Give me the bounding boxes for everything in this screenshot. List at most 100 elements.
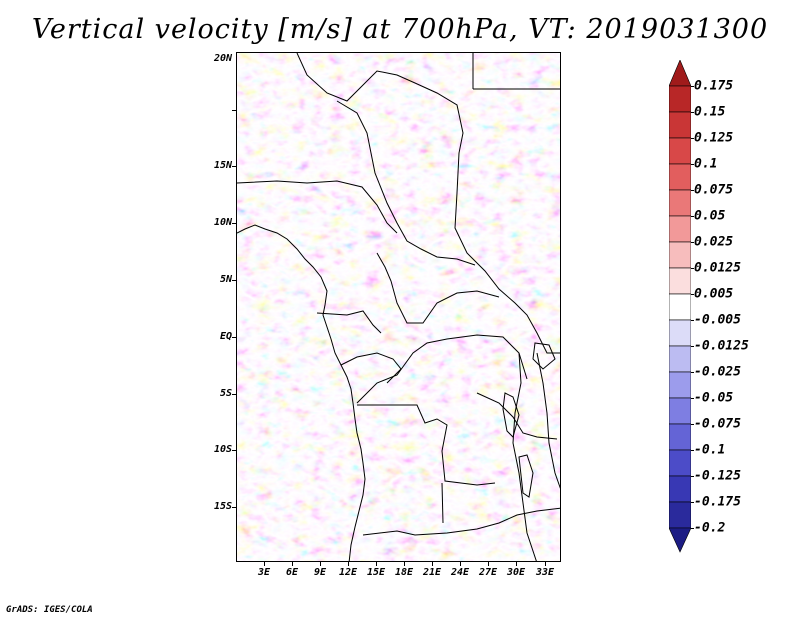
colorbar-label: -0.1 — [694, 442, 726, 458]
lat-tick — [232, 166, 236, 167]
longitude-label: 27E — [478, 567, 498, 578]
colorbar-label: -0.05 — [694, 390, 734, 406]
colorbar-segment — [669, 85, 691, 113]
colorbar-label: 0.125 — [694, 130, 734, 146]
grads-credit: GrADS: IGES/COLA — [6, 605, 93, 615]
colorbar — [669, 60, 691, 553]
colorbar-segment — [669, 501, 691, 529]
longitude-label: 15E — [366, 567, 386, 578]
west-africa-coastline — [237, 224, 366, 561]
longitude-label: 9E — [313, 567, 327, 578]
colorbar-segment — [669, 397, 691, 425]
lon-tick — [348, 562, 349, 566]
colorbar-segment — [669, 215, 691, 243]
colorbar-arrow-top — [669, 60, 691, 87]
longitude-label: 3E — [257, 567, 271, 578]
lon-tick — [545, 562, 546, 566]
colorbar-tick — [691, 346, 694, 347]
longitude-label: 30E — [506, 567, 526, 578]
latitude-label: 20N — [213, 53, 232, 64]
colorbar-tick — [691, 450, 694, 451]
latitude-label: 15N — [213, 160, 232, 171]
colorbar-tick — [691, 86, 694, 87]
colorbar-segment — [669, 475, 691, 503]
colorbar-tick — [691, 424, 694, 425]
colorbar-tick — [691, 320, 694, 321]
lat-tick — [232, 280, 236, 281]
colorbar-tick — [691, 216, 694, 217]
colorbar-arrow-bottom — [669, 527, 691, 553]
longitude-label: 21E — [422, 567, 442, 578]
border-segment — [357, 404, 496, 486]
colorbar-segment — [669, 449, 691, 477]
lon-tick — [320, 562, 321, 566]
chart-title: Vertical velocity [m/s] at 700hPa, VT: 2… — [31, 14, 769, 45]
lat-tick — [232, 337, 236, 338]
colorbar-tick — [691, 476, 694, 477]
colorbar-label: -0.0125 — [694, 338, 749, 354]
lake-outline — [502, 392, 520, 438]
lat-tick — [232, 110, 236, 111]
latitude-label: EQ — [219, 331, 232, 342]
lat-tick — [232, 507, 236, 508]
colorbar-tick — [691, 190, 694, 191]
border-segment — [536, 352, 560, 489]
border-segment — [362, 507, 560, 536]
colorbar-label: 0.15 — [694, 104, 726, 120]
colorbar-label: 0.005 — [694, 286, 734, 302]
colorbar-segment — [669, 137, 691, 165]
lon-tick — [292, 562, 293, 566]
colorbar-label: 0.025 — [694, 234, 734, 250]
latitude-label: 10S — [213, 444, 232, 455]
colorbar-label: -0.005 — [694, 312, 741, 328]
lon-tick — [432, 562, 433, 566]
colorbar-tick — [691, 294, 694, 295]
colorbar-segment — [669, 111, 691, 139]
colorbar-segment — [669, 371, 691, 399]
colorbar-segment — [669, 267, 691, 295]
colorbar-label: -0.2 — [694, 520, 726, 536]
colorbar-tick — [691, 138, 694, 139]
colorbar-segment — [669, 163, 691, 191]
colorbar-segment — [669, 423, 691, 451]
colorbar-label: 0.175 — [694, 78, 734, 94]
border-segment — [237, 180, 398, 234]
border-segment — [316, 310, 382, 334]
colorbar-segment — [669, 241, 691, 269]
colorbar-segment — [669, 345, 691, 373]
longitude-label: 12E — [338, 567, 358, 578]
colorbar-label: 0.0125 — [694, 260, 741, 276]
colorbar-segment — [669, 319, 691, 347]
colorbar-tick — [691, 112, 694, 113]
lake-outline — [532, 342, 556, 370]
border-segment — [376, 252, 500, 324]
longitude-label: 6E — [285, 567, 299, 578]
colorbar-tick — [691, 502, 694, 503]
longitude-label: 24E — [450, 567, 470, 578]
colorbar-label: 0.1 — [694, 156, 718, 172]
colorbar-tick — [691, 528, 694, 529]
border-segment — [441, 482, 444, 524]
map-panel — [236, 52, 561, 562]
border-segment — [476, 392, 558, 440]
colorbar-tick — [691, 268, 694, 269]
colorbar-label: 0.05 — [694, 208, 726, 224]
lat-tick — [232, 450, 236, 451]
border-segment — [336, 100, 476, 266]
colorbar-segment — [669, 189, 691, 217]
colorbar-tick — [691, 372, 694, 373]
longitude-label: 18E — [394, 567, 414, 578]
colorbar-tick — [691, 164, 694, 165]
colorbar-label: 0.075 — [694, 182, 734, 198]
lake-outline — [518, 454, 534, 498]
lat-tick — [232, 223, 236, 224]
border-segment — [356, 334, 528, 404]
latitude-label: 5N — [219, 274, 232, 285]
lat-tick — [232, 394, 236, 395]
lon-tick — [404, 562, 405, 566]
lon-tick — [264, 562, 265, 566]
colorbar-label: -0.175 — [694, 494, 741, 510]
latitude-label: 10N — [213, 217, 232, 228]
map-canvas — [237, 53, 560, 561]
latitude-label: 15S — [213, 501, 232, 512]
